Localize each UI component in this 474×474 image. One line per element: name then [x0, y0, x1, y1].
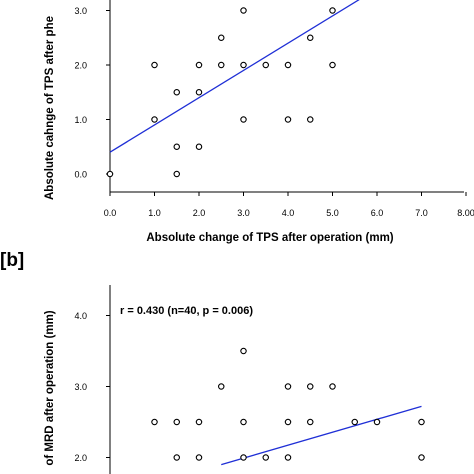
panel-a-x-tick-label: 8.00	[457, 208, 474, 218]
panel-a-data-point	[173, 170, 181, 178]
panel-b-data-point	[329, 383, 336, 390]
panel-a-y-tick-label: 3.0	[74, 6, 87, 16]
panel-a-x-tick-label: 1.0	[148, 208, 161, 218]
panel-a-data-point	[240, 61, 247, 69]
panel-a-data-point	[195, 61, 203, 69]
panel-b-data-point	[351, 418, 358, 426]
panel-a-x-tick-label: 4.0	[282, 208, 295, 218]
panel-b-y-tick-label: 2.0	[74, 453, 87, 463]
panel-b: [b] 2.0 3.0 4.0 r = 0.430 (n=40, p = 0.006…	[0, 250, 425, 474]
panel-a-x-tick-label: 6.0	[371, 208, 384, 218]
panel-b-data-point	[262, 454, 269, 461]
panel-a-x-tick-label: 3.0	[237, 208, 250, 218]
panel-a-data-point	[151, 116, 158, 123]
panel-b-fit-line	[221, 405, 422, 466]
panel-a-x-axis-label: Absolute change of TPS after operation (…	[146, 232, 393, 244]
panel-b-data-point	[306, 383, 314, 390]
panel-a-y-tick-label: 1.0	[74, 115, 87, 125]
panel-b-y-tick-label: 4.0	[74, 311, 87, 321]
panel-a-data-point	[195, 89, 203, 96]
panel-b-y-tick-label: 3.0	[74, 382, 87, 392]
panel-b-data-point	[240, 454, 247, 461]
panel-b-data-point	[240, 347, 247, 355]
panel-a-data-point	[240, 7, 247, 14]
panel-a-data-point	[329, 61, 336, 69]
panel-a-data-point	[218, 61, 225, 69]
panel-b-data-point	[418, 454, 425, 461]
panel-a: 0.0 1.0 2.0 3.0 4.0 5.0 6.0 7.0 8.00 0.0 1.0 2.0 3.…	[44, 0, 474, 244]
panel-a-data-point	[284, 61, 292, 69]
panel-b-y-axis-label: of MRD after operation (mm)	[44, 310, 56, 465]
panel-a-x-tick-label: 2.0	[193, 208, 206, 218]
panel-b-data-point	[151, 418, 158, 426]
panel-a-fit-line	[109, 0, 360, 153]
panel-a-y-tick-label: 2.0	[74, 61, 87, 71]
panel-b-correlation-annotation: r = 0.430 (n=40, p = 0.006)	[120, 305, 253, 317]
panel-b-data-point	[284, 454, 292, 461]
panel-b-data-point	[418, 418, 425, 426]
panel-a-data-point	[240, 116, 247, 123]
panel-a-data-point	[106, 170, 114, 178]
panel-a-y-tick-label: 0.0	[74, 170, 87, 180]
panel-a-data-point	[173, 89, 181, 96]
panel-a-data-point	[284, 116, 292, 123]
panel-a-data-point	[195, 143, 203, 151]
panel-a-data-point	[306, 34, 314, 41]
panel-a-data-point	[151, 61, 158, 69]
panel-a-data-point	[218, 34, 225, 41]
panel-b-data-point	[218, 383, 225, 390]
panel-a-x-tick-label: 5.0	[326, 208, 339, 218]
panel-b-data-point	[173, 454, 181, 461]
panel-b-label: [b]	[0, 250, 24, 271]
panel-b-data-point	[284, 418, 292, 426]
panel-a-y-axis-label: Absolute cahnge of TPS after phe	[44, 16, 56, 200]
panel-a-x-tick-label: 0.0	[104, 208, 117, 218]
panel-b-data-point	[373, 418, 381, 426]
panel-b-data-point	[240, 418, 247, 426]
panel-a-data-point	[173, 143, 181, 151]
panel-b-data-point	[306, 418, 314, 426]
panel-a-x-tick-label: 7.0	[415, 208, 428, 218]
panel-b-data-point	[195, 454, 203, 461]
panel-b-data-point	[195, 418, 203, 426]
panel-b-data-point	[173, 418, 181, 426]
panel-b-data-point	[284, 383, 292, 390]
panel-a-data-point	[262, 61, 269, 69]
panel-a-data-point	[306, 116, 314, 123]
panel-a-data-point	[329, 7, 336, 14]
